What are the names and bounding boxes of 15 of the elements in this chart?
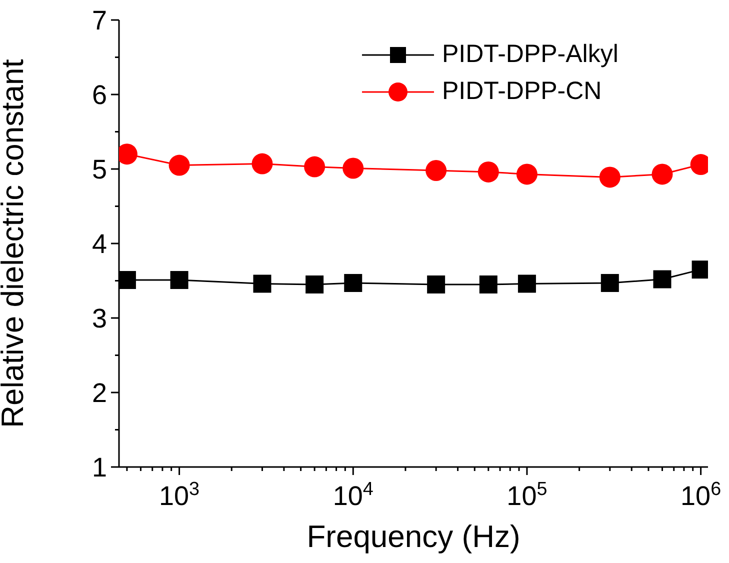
x-tick-label: 10$^{3}$ bbox=[159, 478, 200, 511]
y-tick-label: 7 bbox=[92, 5, 107, 36]
y-tick-label: 6 bbox=[92, 80, 107, 110]
y-tick-label: 3 bbox=[92, 303, 107, 334]
legend-label: PIDT-DPP-Alkyl bbox=[442, 40, 618, 69]
y-axis-title: Relative dielectric constant bbox=[0, 58, 30, 428]
x-tick-label: 10$^{5}$ bbox=[506, 478, 548, 511]
x-axis-title: Frequency (Hz) bbox=[306, 519, 520, 554]
legend-label: PIDT-DPP-CN bbox=[442, 77, 602, 106]
y-tick-label: 1 bbox=[92, 452, 107, 482]
y-tick-label: 2 bbox=[92, 378, 107, 408]
x-tick-label: 10$^{4}$ bbox=[332, 478, 374, 511]
y-tick-label: 5 bbox=[92, 154, 107, 184]
y-tick-label: 4 bbox=[92, 228, 107, 259]
x-tick-label: 10$^{6}$ bbox=[680, 478, 722, 511]
